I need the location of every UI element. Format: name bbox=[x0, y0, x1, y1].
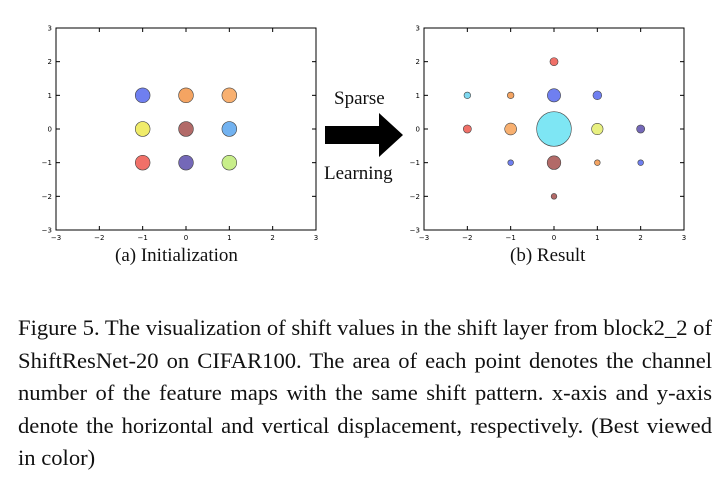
a-point-7 bbox=[178, 154, 194, 171]
b-xtick-label: 1 bbox=[595, 234, 599, 242]
a-ytick-label: 2 bbox=[48, 58, 52, 66]
b-point-2 bbox=[507, 91, 515, 99]
right-arrow-icon bbox=[325, 113, 403, 157]
a-point-6 bbox=[134, 154, 151, 171]
plot-result: −3 −2 −1 0 1 2 3 −3 −2 −1 0 1 2 3 bbox=[398, 18, 698, 243]
b-xtick-label: −3 bbox=[419, 234, 429, 242]
b-point-5 bbox=[462, 124, 472, 134]
b-point-4 bbox=[592, 90, 603, 101]
b-ytick-label: −3 bbox=[410, 227, 420, 235]
a-xtick-label: 1 bbox=[227, 234, 231, 242]
plot-initialization: −3 −2 −1 0 1 2 3 −3 −2 −1 0 1 2 3 bbox=[30, 18, 330, 243]
b-xtick-label: −2 bbox=[462, 234, 472, 242]
b-point-13 bbox=[637, 159, 644, 166]
a-point-2 bbox=[221, 87, 238, 104]
b-point-11 bbox=[546, 155, 562, 170]
a-ytick-label: 3 bbox=[48, 25, 52, 33]
b-point-1 bbox=[463, 91, 471, 99]
b-point-10 bbox=[507, 159, 514, 166]
a-point-1 bbox=[178, 87, 194, 104]
a-xtick-label: −2 bbox=[94, 234, 104, 242]
b-ytick-label: 1 bbox=[416, 92, 420, 100]
a-point-4 bbox=[178, 121, 194, 137]
a-point-8 bbox=[221, 154, 238, 171]
a-xtick-label: −3 bbox=[51, 234, 61, 242]
a-xtick-label: −1 bbox=[138, 234, 148, 242]
a-point-5 bbox=[221, 121, 238, 137]
b-xtick-label: 2 bbox=[638, 234, 642, 242]
subcaption-initialization: (a) Initialization bbox=[115, 245, 238, 266]
b-ytick-label: 0 bbox=[416, 126, 420, 134]
a-point-3 bbox=[134, 121, 151, 137]
b-point-12 bbox=[594, 159, 601, 166]
a-ytick-label: −1 bbox=[42, 159, 52, 167]
b-point-6 bbox=[504, 122, 517, 136]
a-point-0 bbox=[134, 87, 151, 104]
b-ytick-label: −2 bbox=[410, 193, 420, 201]
b-xtick-label: 3 bbox=[682, 234, 686, 242]
b-ytick-label: 2 bbox=[416, 58, 420, 66]
b-ytick-label: 3 bbox=[416, 25, 420, 33]
b-point-14 bbox=[550, 193, 558, 200]
a-ytick-label: 0 bbox=[48, 126, 52, 134]
a-xtick-label: 3 bbox=[314, 234, 318, 242]
b-point-8 bbox=[591, 122, 604, 136]
b-xtick-label: 0 bbox=[552, 234, 556, 242]
plot-result-svg: −3 −2 −1 0 1 2 3 −3 −2 −1 0 1 2 3 bbox=[410, 25, 687, 243]
b-point-3 bbox=[547, 88, 561, 103]
subcaption-result: (b) Result bbox=[510, 245, 586, 266]
b-point-7 bbox=[536, 111, 572, 147]
a-ytick-label: −2 bbox=[42, 193, 52, 201]
b-point-9 bbox=[636, 124, 646, 134]
plot-initialization-svg: −3 −2 −1 0 1 2 3 −3 −2 −1 0 1 2 3 bbox=[42, 25, 319, 243]
a-ytick-label: 1 bbox=[48, 92, 52, 100]
a-xtick-label: 0 bbox=[184, 234, 188, 242]
b-xtick-label: −1 bbox=[506, 234, 516, 242]
arrow-label-sparse: Sparse bbox=[334, 88, 385, 109]
arrow-label-learning: Learning bbox=[324, 163, 393, 184]
b-ytick-label: −1 bbox=[410, 159, 420, 167]
figure-caption: Figure 5. The visualization of shift val… bbox=[18, 315, 712, 470]
b-point-0 bbox=[549, 57, 559, 67]
a-xtick-label: 2 bbox=[270, 234, 274, 242]
a-ytick-label: −3 bbox=[42, 227, 52, 235]
